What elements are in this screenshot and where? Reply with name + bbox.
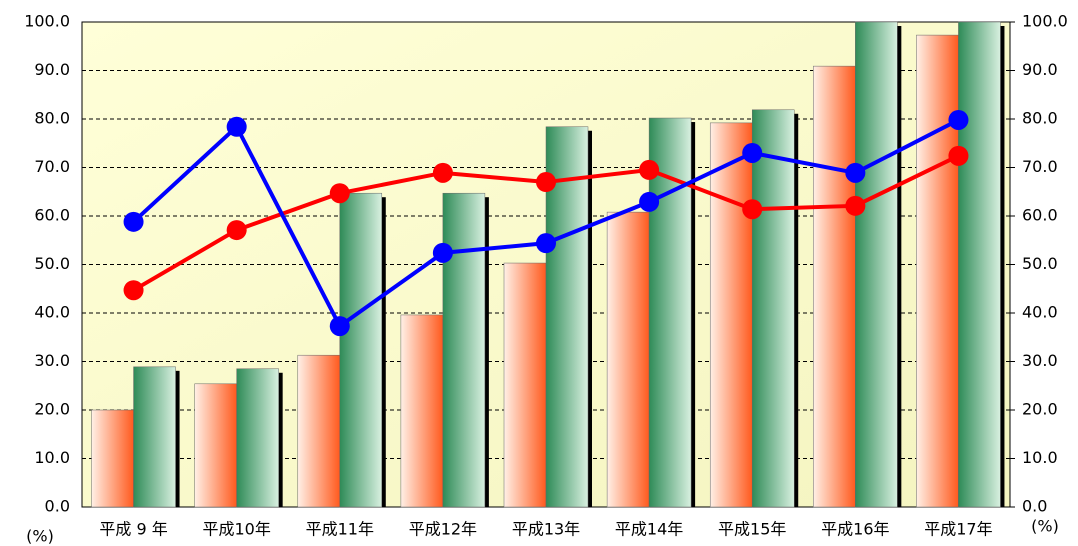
y2-tick-label: 50.0 [1022, 254, 1058, 273]
y-tick-label: 70.0 [34, 157, 70, 176]
bar [855, 21, 898, 508]
y2-tick-label: 0.0 [1022, 497, 1047, 516]
line-marker [123, 280, 144, 301]
y-axis-label: (%) [26, 527, 54, 546]
bar [958, 21, 1001, 508]
y-tick-label: 20.0 [34, 400, 70, 419]
bar [751, 109, 795, 508]
line-marker [536, 172, 556, 193]
bar [339, 192, 383, 508]
x-tick-label: 平成17年 [924, 520, 992, 539]
y-tick-label: 10.0 [34, 448, 70, 467]
line-marker [329, 183, 350, 204]
y2-tick-label: 100.0 [1022, 12, 1068, 31]
bar [442, 192, 486, 508]
y2-tick-label: 20.0 [1022, 400, 1058, 419]
bar [709, 122, 753, 508]
bar [236, 368, 279, 508]
y2-tick-label: 10.0 [1022, 448, 1058, 467]
line-marker [123, 211, 144, 232]
y-tick-label: 80.0 [34, 109, 70, 128]
y-tick-label: 40.0 [34, 303, 70, 322]
x-tick-label: 平成16年 [821, 520, 889, 539]
x-tick-label: 平成14年 [615, 520, 683, 539]
y2-tick-label: 80.0 [1022, 109, 1058, 128]
bar [194, 383, 237, 508]
line-marker [329, 316, 350, 337]
x-tick-label: 平成12年 [409, 520, 477, 539]
x-tick-label: 平成15年 [718, 520, 786, 539]
bar [503, 262, 547, 508]
line-marker [845, 162, 866, 183]
bar [133, 366, 176, 508]
y2-axis-label: (%) [1031, 517, 1059, 536]
line-marker [639, 159, 660, 180]
y2-tick-label: 60.0 [1022, 206, 1058, 225]
y-tick-label: 90.0 [34, 60, 70, 79]
bar [916, 34, 959, 508]
line-marker [432, 242, 453, 263]
line-marker [845, 195, 866, 216]
y-tick-label: 30.0 [34, 351, 70, 370]
y-tick-label: 0.0 [45, 497, 70, 516]
line-marker [742, 199, 763, 220]
bar [545, 126, 589, 508]
y2-tick-label: 70.0 [1022, 157, 1058, 176]
y-tick-label: 50.0 [34, 254, 70, 273]
x-tick-label: 平成13年 [512, 520, 580, 539]
x-tick-label: 平成 9 年 [99, 520, 167, 539]
line-marker [742, 142, 763, 163]
line-marker [948, 145, 969, 166]
bar [297, 354, 341, 508]
y2-tick-label: 30.0 [1022, 351, 1058, 370]
bar [813, 65, 856, 508]
bar [91, 409, 134, 508]
line-marker [536, 233, 556, 254]
bar [400, 314, 444, 508]
y-tick-label: 100.0 [24, 12, 70, 31]
line-marker [226, 116, 247, 137]
x-tick-label: 平成10年 [202, 520, 270, 539]
y2-tick-label: 90.0 [1022, 60, 1058, 79]
line-marker [226, 220, 247, 241]
y2-tick-label: 40.0 [1022, 303, 1058, 322]
line-marker [432, 162, 453, 183]
y-tick-label: 60.0 [34, 206, 70, 225]
bar [606, 211, 650, 508]
line-marker [948, 109, 969, 130]
line-marker [639, 191, 660, 212]
x-tick-label: 平成11年 [306, 520, 374, 539]
